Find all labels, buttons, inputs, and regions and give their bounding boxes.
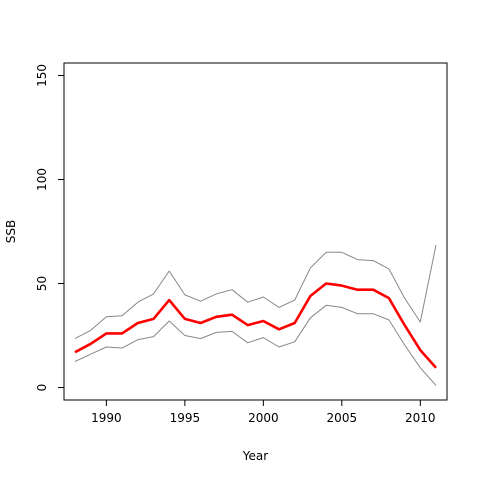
x-tick-label: 2005 <box>327 411 358 425</box>
y-axis-title: SSB <box>4 220 18 243</box>
y-tick-label: 50 <box>35 276 49 291</box>
y-tick-label: 100 <box>35 168 49 191</box>
x-tick-label: 2010 <box>405 411 436 425</box>
x-tick-label: 1995 <box>170 411 201 425</box>
y-tick-label: 0 <box>35 384 49 392</box>
ssb-upper-bound-line <box>74 244 437 340</box>
y-axis: 0 50 100 150 <box>35 64 64 391</box>
x-tick-label: 1990 <box>91 411 122 425</box>
ssb-lower-bound-line <box>74 304 437 386</box>
x-axis: 1990 1995 2000 2005 2010 <box>91 400 436 425</box>
y-tick-label: 150 <box>35 64 49 87</box>
x-tick-label: 2000 <box>248 411 279 425</box>
x-axis-title: Year <box>242 449 268 463</box>
ssb-estimate-line <box>74 282 437 369</box>
plot-frame <box>63 62 448 401</box>
